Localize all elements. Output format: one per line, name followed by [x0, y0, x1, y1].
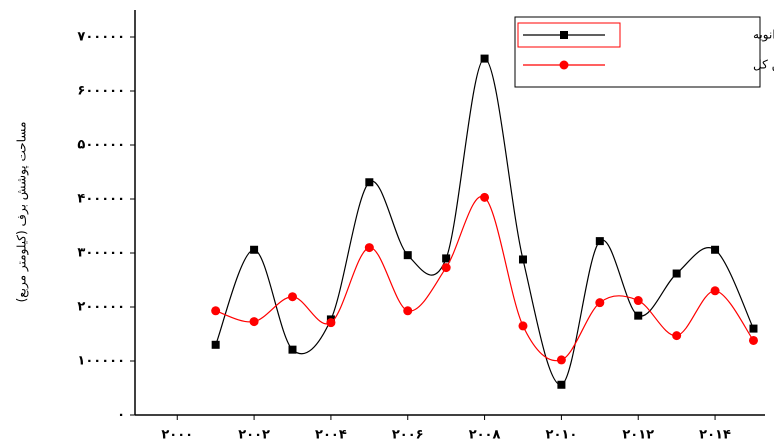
legend-box — [514, 16, 761, 88]
data-point — [365, 178, 374, 187]
x-tick-label: ۲۰۱۰ — [546, 428, 578, 443]
data-point — [364, 243, 374, 253]
y-tick-label: ۴۰۰۰۰۰ — [77, 192, 125, 207]
x-tick-label: ۲۰۰۲ — [238, 428, 270, 443]
data-point — [748, 335, 758, 345]
y-axis-label: مساحت پوشش برف (کیلومتر مربع) — [15, 122, 30, 303]
legend-marker — [560, 31, 568, 39]
data-point — [595, 298, 605, 308]
legend-marker — [559, 60, 569, 70]
data-point — [711, 245, 720, 254]
data-point — [749, 324, 758, 333]
y-tick-label: ۵۰۰۰۰۰ — [77, 138, 125, 153]
data-point — [326, 318, 336, 328]
data-point — [288, 292, 297, 302]
data-point — [288, 345, 297, 354]
y-tick-label: ۶۰۰۰۰۰ — [77, 84, 125, 99]
y-tick-label: ۷۰۰۰۰۰ — [77, 30, 125, 45]
x-tick-label: ۲۰۰۶ — [392, 428, 424, 443]
data-point — [442, 254, 451, 263]
x-tick-label: ۲۰۱۲ — [622, 428, 654, 443]
data-point — [403, 306, 413, 316]
legend-label: میانگین کل — [753, 58, 774, 73]
data-point — [249, 317, 259, 327]
data-point — [518, 255, 527, 264]
y-tick-label: ۲۰۰۰۰۰ — [77, 300, 125, 315]
x-tick-label: ۲۰۰۴ — [315, 428, 347, 443]
y-tick-label: ۰ — [117, 408, 125, 423]
data-point — [480, 192, 490, 202]
y-tick-label: ۱۰۰۰۰۰ — [77, 354, 125, 369]
x-tick-label: ۲۰۰۸ — [469, 428, 501, 443]
data-point — [595, 237, 604, 246]
data-point — [634, 311, 643, 320]
data-point — [211, 306, 221, 316]
x-tick-label: ۲۰۰۰ — [161, 428, 193, 443]
data-point — [672, 269, 681, 278]
legend-highlight — [517, 22, 621, 48]
data-point — [633, 296, 643, 306]
x-tick-label: ۲۰۱۴ — [699, 428, 731, 443]
legend-label: مشت روزه‌دوم ماه ژانویه — [753, 28, 774, 43]
data-point — [441, 263, 451, 273]
data-point — [518, 321, 528, 331]
data-point — [710, 286, 720, 296]
data-point — [211, 340, 220, 349]
data-point — [556, 355, 566, 365]
data-point — [672, 331, 682, 341]
data-point — [250, 245, 259, 254]
y-tick-label: ۳۰۰۰۰۰ — [77, 246, 125, 261]
data-point — [557, 380, 566, 389]
data-point — [403, 251, 412, 260]
data-point — [480, 54, 489, 63]
